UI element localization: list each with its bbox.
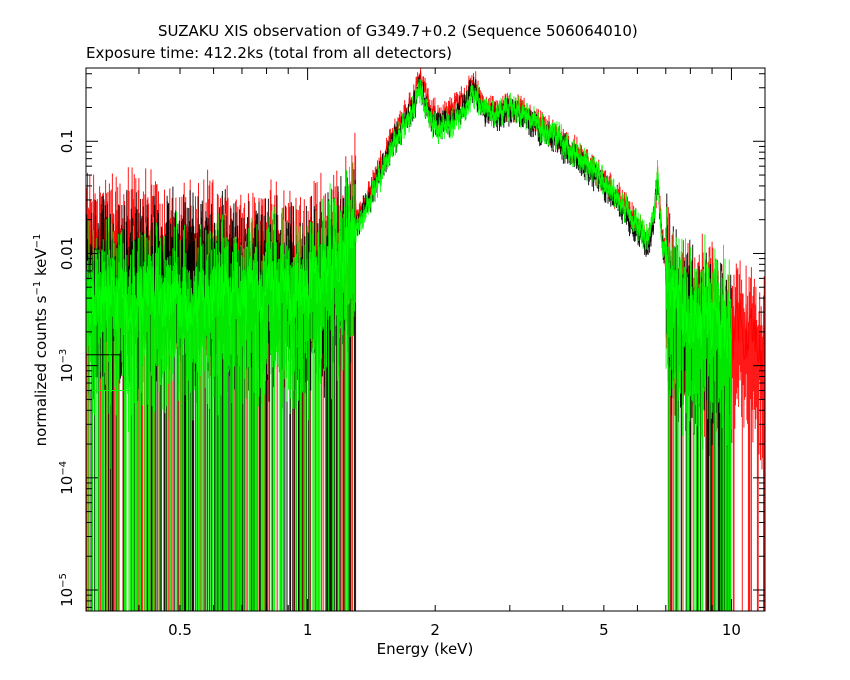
x-axis-label: Energy (keV) [377, 640, 474, 658]
x-tick-label-0: 0.5 [168, 621, 192, 639]
plot-frame [85, 67, 766, 612]
x-tick-label-3: 5 [599, 621, 609, 639]
y-tick-label-3: 10−4 [58, 461, 76, 495]
error-cross-0 [86, 331, 120, 377]
x-tick-label-2: 2 [430, 621, 440, 639]
y-axis-label-sup1: −1 [32, 281, 43, 296]
series-2-line [85, 85, 732, 364]
data-layer [85, 68, 766, 611]
x-tick-label-1: 1 [303, 621, 313, 639]
y-tick-label-1: 0.01 [58, 237, 76, 270]
y-tick-label-4: 10−5 [58, 573, 76, 607]
y-axis-label-mid: keV [32, 248, 50, 281]
x-tick-label-4: 10 [722, 621, 741, 639]
y-axis-label-main: normalized counts s [32, 295, 50, 446]
y-tick-label-2: 10−3 [58, 349, 76, 383]
y-tick-label-0: 0.1 [58, 129, 76, 153]
series-2 [85, 79, 732, 611]
error-cross-1 [86, 349, 135, 469]
y-axis-label: normalized counts s−1 keV−1 [32, 234, 50, 447]
axes-layer: 0.5 1 2 5 10 0.1 0.01 10−3 10−4 10−5 [58, 68, 765, 639]
chart-subtitle: Exposure time: 412.2ks (total from all d… [86, 44, 453, 62]
chart-title: SUZAKU XIS observation of G349.7+0.2 (Se… [158, 22, 638, 40]
y-axis-label-sup2: −1 [32, 234, 43, 249]
